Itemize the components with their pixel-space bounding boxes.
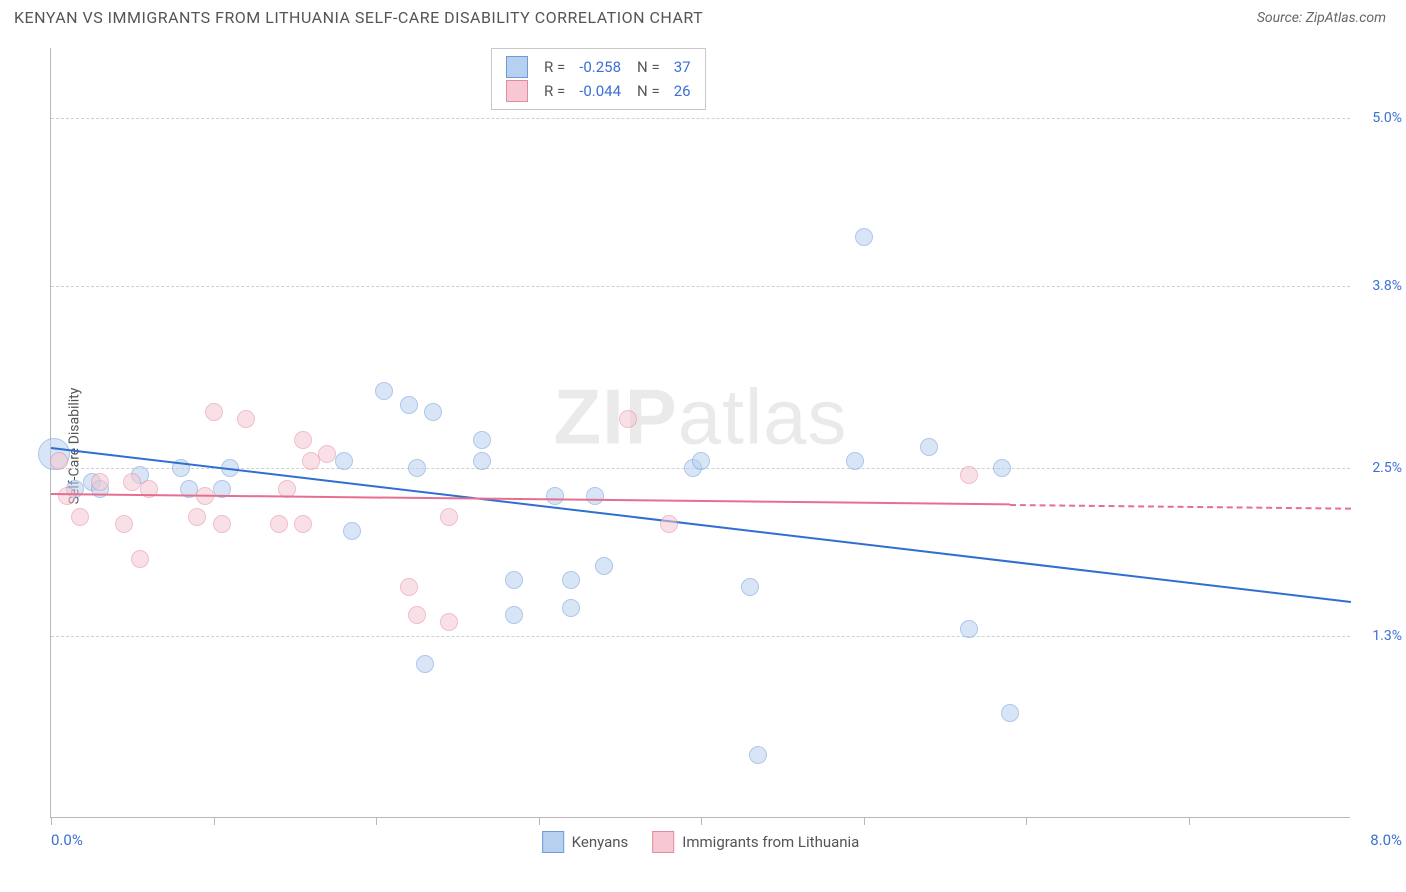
x-axis-max: 8.0%	[1370, 831, 1402, 849]
swatch-kenyans	[542, 831, 564, 853]
legend-item-kenyans: Kenyans	[542, 831, 629, 853]
legend-item-lithuania: Immigrants from Lithuania	[652, 831, 859, 853]
x-tick	[214, 817, 215, 825]
data-point-kenyans	[993, 459, 1011, 477]
data-point-kenyans	[473, 452, 491, 470]
r-value-lithuania: -0.044	[579, 79, 621, 103]
source-prefix: Source:	[1257, 10, 1306, 26]
data-point-lithuania	[115, 515, 133, 533]
data-point-kenyans	[741, 578, 759, 596]
n-label: N =	[637, 79, 660, 103]
data-point-lithuania	[294, 515, 312, 533]
header: KENYAN VS IMMIGRANTS FROM LITHUANIA SELF…	[0, 0, 1406, 35]
data-point-kenyans	[546, 487, 564, 505]
x-tick	[864, 817, 865, 825]
x-tick	[539, 817, 540, 825]
y-tick-label: 3.8%	[1372, 278, 1402, 294]
data-point-kenyans	[562, 599, 580, 617]
watermark: ZIPatlas	[553, 372, 847, 463]
y-tick-label: 5.0%	[1372, 110, 1402, 126]
data-point-kenyans	[424, 403, 442, 421]
data-point-kenyans	[505, 606, 523, 624]
trendline-lithuania-extrapolated	[1010, 504, 1351, 510]
n-value-kenyans: 37	[674, 55, 691, 79]
gridline	[51, 636, 1350, 637]
data-point-kenyans	[692, 452, 710, 470]
data-point-kenyans	[408, 459, 426, 477]
data-point-kenyans	[920, 438, 938, 456]
swatch-kenyans	[506, 56, 528, 78]
stats-row-kenyans: R = -0.258 N = 37	[506, 55, 691, 79]
stats-legend: R = -0.258 N = 37 R = -0.044 N = 26	[491, 48, 706, 110]
r-label: R =	[544, 79, 565, 103]
series-legend: Kenyans Immigrants from Lithuania	[542, 831, 860, 853]
data-point-lithuania	[619, 410, 637, 428]
r-label: R =	[544, 55, 565, 79]
data-point-lithuania	[131, 550, 149, 568]
data-point-lithuania	[294, 431, 312, 449]
data-point-kenyans	[335, 452, 353, 470]
x-tick	[1189, 817, 1190, 825]
data-point-kenyans	[400, 396, 418, 414]
gridline	[51, 118, 1350, 119]
swatch-lithuania	[652, 831, 674, 853]
y-tick-label: 2.5%	[1372, 460, 1402, 476]
data-point-kenyans	[343, 522, 361, 540]
data-point-lithuania	[400, 578, 418, 596]
x-tick	[51, 817, 52, 825]
data-point-kenyans	[855, 228, 873, 246]
data-point-kenyans	[473, 431, 491, 449]
legend-label-kenyans: Kenyans	[572, 833, 629, 851]
data-point-kenyans	[416, 655, 434, 673]
data-point-kenyans	[586, 487, 604, 505]
data-point-kenyans	[846, 452, 864, 470]
data-point-lithuania	[71, 508, 89, 526]
n-value-lithuania: 26	[674, 79, 691, 103]
data-point-lithuania	[440, 613, 458, 631]
data-point-kenyans	[749, 746, 767, 764]
data-point-lithuania	[213, 515, 231, 533]
x-tick	[701, 817, 702, 825]
x-tick	[376, 817, 377, 825]
n-label: N =	[637, 55, 660, 79]
watermark-light: atlas	[678, 373, 848, 461]
data-point-kenyans	[595, 557, 613, 575]
swatch-lithuania	[506, 80, 528, 102]
data-point-lithuania	[270, 515, 288, 533]
source-credit: Source: ZipAtlas.com	[1257, 10, 1386, 26]
y-tick-label: 1.3%	[1372, 628, 1402, 644]
data-point-kenyans	[505, 571, 523, 589]
chart-title: KENYAN VS IMMIGRANTS FROM LITHUANIA SELF…	[14, 8, 703, 27]
data-point-lithuania	[91, 473, 109, 491]
gridline	[51, 286, 1350, 287]
data-point-kenyans	[1001, 704, 1019, 722]
data-point-lithuania	[205, 403, 223, 421]
data-point-kenyans	[562, 571, 580, 589]
data-point-lithuania	[408, 606, 426, 624]
data-point-kenyans	[375, 382, 393, 400]
data-point-lithuania	[440, 508, 458, 526]
x-tick	[1026, 817, 1027, 825]
stats-row-lithuania: R = -0.044 N = 26	[506, 79, 691, 103]
data-point-lithuania	[237, 410, 255, 428]
legend-label-lithuania: Immigrants from Lithuania	[682, 833, 859, 851]
scatter-chart: ZIPatlas R = -0.258 N = 37 R = -0.044 N …	[50, 48, 1350, 818]
data-point-kenyans	[960, 620, 978, 638]
data-point-lithuania	[58, 487, 76, 505]
data-point-lithuania	[318, 445, 336, 463]
source-name: ZipAtlas.com	[1306, 10, 1386, 26]
data-point-lithuania	[660, 515, 678, 533]
r-value-kenyans: -0.258	[579, 55, 621, 79]
data-point-lithuania	[50, 452, 68, 470]
data-point-lithuania	[188, 508, 206, 526]
x-axis-min: 0.0%	[51, 831, 83, 849]
watermark-bold: ZIP	[553, 373, 677, 461]
data-point-lithuania	[960, 466, 978, 484]
